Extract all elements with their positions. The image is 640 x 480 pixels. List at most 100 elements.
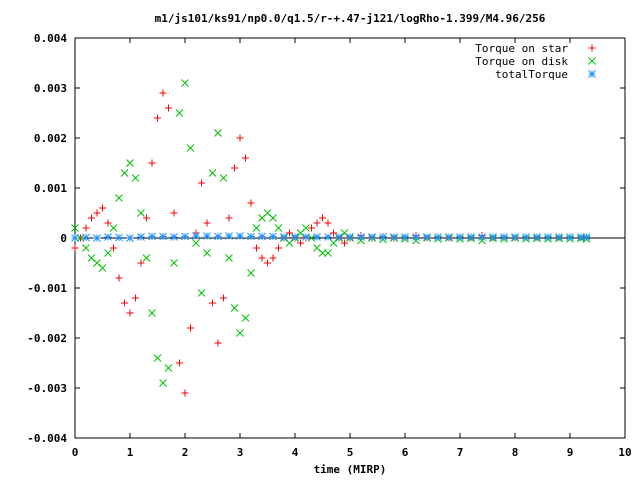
data-point (274, 224, 283, 232)
data-point (208, 169, 217, 177)
data-point (456, 233, 464, 241)
data-point (104, 249, 112, 257)
data-point (82, 233, 90, 242)
x-tick-label: 8 (512, 446, 519, 459)
data-point (219, 174, 228, 182)
data-point (104, 233, 112, 241)
x-tick-label: 7 (457, 446, 464, 459)
data-point (489, 233, 497, 241)
x-tick-label: 5 (347, 446, 354, 459)
data-point (379, 233, 387, 241)
data-point (330, 229, 337, 237)
data-point (280, 233, 288, 241)
y-tick-label: 0.001 (34, 182, 67, 195)
data-point (192, 239, 200, 247)
data-point (192, 232, 200, 240)
data-point (175, 109, 184, 117)
data-point (533, 233, 541, 241)
data-point (186, 144, 195, 152)
data-point (236, 134, 244, 142)
data-point (582, 233, 591, 241)
x-tick-label: 0 (72, 446, 79, 459)
data-point (126, 309, 134, 317)
data-point (341, 239, 348, 247)
data-point (247, 232, 255, 241)
data-point (137, 259, 145, 267)
data-point (368, 233, 376, 241)
data-point (159, 232, 167, 241)
data-point (297, 239, 304, 247)
data-point (319, 214, 326, 222)
data-point (132, 294, 139, 302)
x-tick-label: 1 (127, 446, 134, 459)
data-point (165, 104, 172, 112)
data-point (324, 249, 332, 257)
data-point (214, 339, 222, 347)
data-point (269, 232, 277, 241)
x-tick-label: 4 (292, 446, 299, 459)
data-point (126, 159, 134, 167)
data-point (148, 309, 156, 317)
data-point (187, 324, 194, 332)
data-point (242, 154, 249, 162)
data-point (225, 254, 233, 262)
data-point (115, 194, 123, 202)
data-point (230, 304, 239, 312)
data-point (88, 214, 95, 222)
y-tick-label: 0 (60, 232, 67, 245)
data-point (82, 244, 90, 252)
data-point (324, 233, 332, 241)
data-point (121, 299, 128, 307)
data-point (154, 114, 161, 122)
data-point (346, 233, 354, 241)
data-point (181, 232, 189, 241)
x-tick-label: 10 (618, 446, 631, 459)
data-point (148, 159, 156, 167)
data-point (423, 233, 431, 241)
data-point (286, 229, 293, 237)
data-point (214, 232, 222, 241)
data-point (511, 233, 519, 241)
data-point (231, 164, 238, 172)
data-point (357, 233, 365, 241)
data-point (308, 224, 315, 232)
data-point (170, 209, 178, 217)
data-point (153, 354, 162, 362)
data-point (500, 233, 508, 241)
data-point (275, 244, 282, 252)
data-point (148, 232, 156, 241)
data-point (93, 209, 101, 217)
data-point (335, 233, 343, 241)
data-point (252, 224, 261, 232)
chart-title: m1/js101/ks91/np0.0/q1.5/r-+.47-j121/log… (155, 12, 546, 25)
data-point (164, 364, 173, 372)
y-axis: -0.004 -0.003 -0.002 -0.001 0 0.001 0.002 0.003… (27, 32, 625, 445)
data-point (93, 234, 101, 242)
data-point (181, 79, 189, 87)
data-point (220, 294, 227, 302)
data-point (203, 219, 211, 227)
data-point (115, 274, 123, 282)
data-point (120, 169, 129, 177)
data-point (109, 224, 118, 232)
data-point (478, 233, 486, 241)
data-point (225, 232, 233, 240)
data-point (71, 244, 79, 252)
data-point (159, 89, 167, 97)
data-point (555, 233, 563, 241)
data-point (253, 244, 260, 252)
y-tick-label: -0.001 (27, 282, 67, 295)
data-point (258, 232, 266, 241)
data-point (203, 249, 211, 257)
data-point (269, 214, 277, 222)
data-series (71, 79, 591, 397)
legend-marker (588, 57, 596, 65)
data-point (71, 234, 79, 242)
legend-label: Torque on disk (475, 55, 568, 68)
data-point (264, 259, 271, 267)
data-point (98, 264, 107, 272)
data-point (82, 224, 90, 232)
data-point (159, 379, 167, 387)
x-axis-label: time (MIRP) (314, 463, 387, 476)
